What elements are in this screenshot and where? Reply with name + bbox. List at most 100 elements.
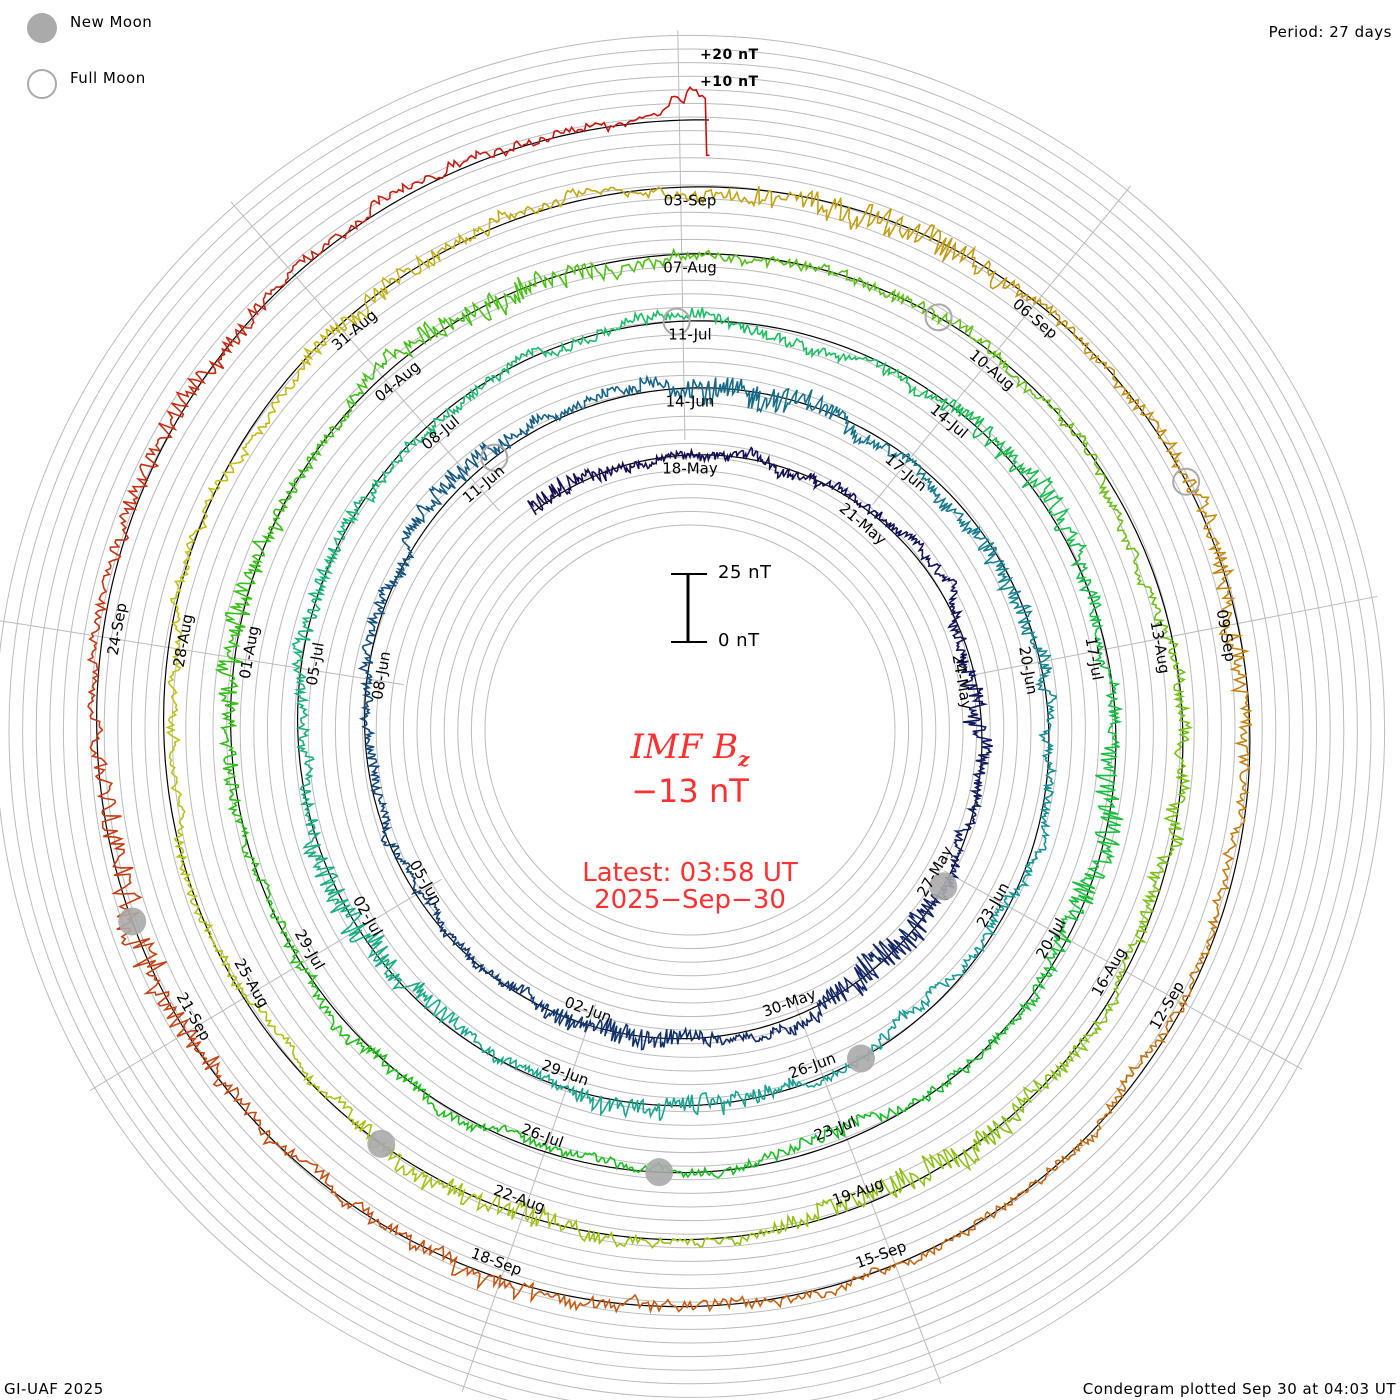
bz-trace-segment [811, 347, 860, 365]
date-label: 01-Aug [236, 624, 263, 680]
bz-trace-segment [1218, 612, 1250, 677]
bz-trace-segment [781, 257, 837, 277]
bz-trace-segment [564, 261, 620, 288]
bz-trace-segment [241, 826, 260, 879]
bz-trace-segment [835, 269, 887, 299]
bz-trace-segment [1004, 861, 1034, 898]
bz-trace-segment [1157, 429, 1198, 493]
bz-trace-segment [969, 769, 986, 805]
bz-trace-segment [216, 612, 246, 667]
date-label: 23-Jul [812, 1113, 859, 1145]
bz-trace-segment [673, 307, 723, 326]
bz-trace-segment [953, 803, 983, 836]
bz-trace-segment [165, 719, 181, 781]
legend-full-moon-icon [27, 69, 57, 99]
bz-trace-segment [794, 189, 852, 230]
bz-trace-segment [837, 481, 864, 509]
ring-label-plus20: +20 nT [700, 47, 759, 63]
bz-trace-segment [710, 449, 745, 463]
bz-trace-segment [862, 434, 905, 459]
bz-trace-segment [532, 1066, 575, 1096]
grid-ring [457, 497, 923, 963]
zero-line [96, 119, 1251, 1308]
grid-ring [321, 361, 1059, 1099]
legend-full-moon-label: Full Moon [70, 69, 146, 87]
bz-trace-segment [465, 953, 500, 981]
bz-trace-segment [628, 1028, 668, 1051]
bz-trace-segment [678, 447, 712, 464]
bz-trace-segment [101, 513, 130, 586]
bz-trace-segment [962, 700, 989, 737]
bz-trace-segment [402, 504, 435, 539]
bz-trace-segment [507, 1129, 557, 1155]
new-moon-marker [367, 1129, 396, 1158]
bz-trace-segment [287, 231, 349, 274]
grid-ring [35, 75, 1345, 1385]
bz-trace-segment [897, 990, 931, 1021]
bz-trace-segment [1114, 1045, 1154, 1104]
new-moon-marker [846, 1044, 875, 1073]
bz-trace-segment [1060, 880, 1096, 928]
bz-trace-segment [218, 720, 239, 776]
bz-trace-segment [1034, 652, 1052, 696]
bz-trace-segment [1069, 543, 1094, 593]
date-label: 07-Aug [663, 259, 716, 277]
bz-trace-segment [290, 630, 311, 679]
bz-trace-segment [772, 1017, 810, 1036]
date-label: 14-Jun [666, 393, 715, 411]
bz-trace-segment [482, 1274, 553, 1304]
bz-trace-segment [1093, 641, 1121, 690]
new-moon-marker [645, 1158, 674, 1187]
bz-trace-segment [560, 394, 598, 417]
bz-trace-segment [927, 484, 959, 515]
bz-trace-segment [555, 1146, 606, 1164]
bz-trace-segment [124, 937, 172, 1007]
bz-trace-segment [834, 964, 868, 1002]
bz-trace-segment [170, 779, 186, 842]
bz-trace-segment [1221, 804, 1247, 870]
bz-trace-segment [649, 1236, 711, 1249]
grid-spoke [872, 185, 1131, 505]
grid-ring [402, 442, 978, 1018]
date-label: 11-Jul [668, 326, 711, 344]
bz-trace-segment [167, 659, 182, 721]
bz-trace-segment [937, 311, 991, 345]
bz-trace-segment [906, 894, 942, 933]
grid-ring [62, 102, 1318, 1358]
bz-trace-segment [831, 1263, 897, 1297]
bz-trace-segment [155, 385, 200, 452]
bz-trace-segment [361, 723, 378, 761]
bz-trace-segment [1017, 972, 1050, 1020]
bz-trace-segment [849, 203, 921, 241]
bz-trace-segment [363, 608, 386, 647]
bz-trace-segment [492, 1054, 534, 1076]
grid-ring [348, 388, 1032, 1072]
bz-trace-segment [960, 932, 987, 971]
full-moon-marker [924, 303, 953, 332]
bz-trace-segment [325, 287, 376, 336]
bz-trace-segment [858, 355, 902, 381]
moon-markers [118, 303, 1201, 1187]
grid-ring [470, 510, 910, 950]
bz-trace-segment [1038, 694, 1057, 738]
bz-trace-segment [901, 452, 933, 488]
date-label: 15-Sep [853, 1237, 909, 1272]
grid-ring [362, 402, 1018, 1058]
bz-trace-segment [1074, 336, 1119, 389]
bz-trace-segment [525, 412, 562, 436]
bz-trace-segment [314, 543, 342, 588]
bz-trace-segment [385, 972, 429, 1002]
bz-trace-segment [347, 182, 409, 233]
bz-trace-segment [373, 254, 435, 301]
bz-trace-segment [251, 510, 284, 563]
bz-trace-segment [457, 1025, 495, 1056]
bz-trace-segment [692, 89, 710, 157]
bz-trace-segment [1189, 932, 1216, 994]
bz-trace-segment [1039, 778, 1055, 823]
bz-trace-segment [761, 1290, 832, 1309]
bz-trace-segment [622, 1293, 694, 1315]
bz-trace-segment [959, 1196, 1018, 1237]
bz-trace-segment [306, 425, 343, 470]
bz-trace-segment [333, 501, 361, 545]
bz-trace-segment [366, 760, 384, 797]
